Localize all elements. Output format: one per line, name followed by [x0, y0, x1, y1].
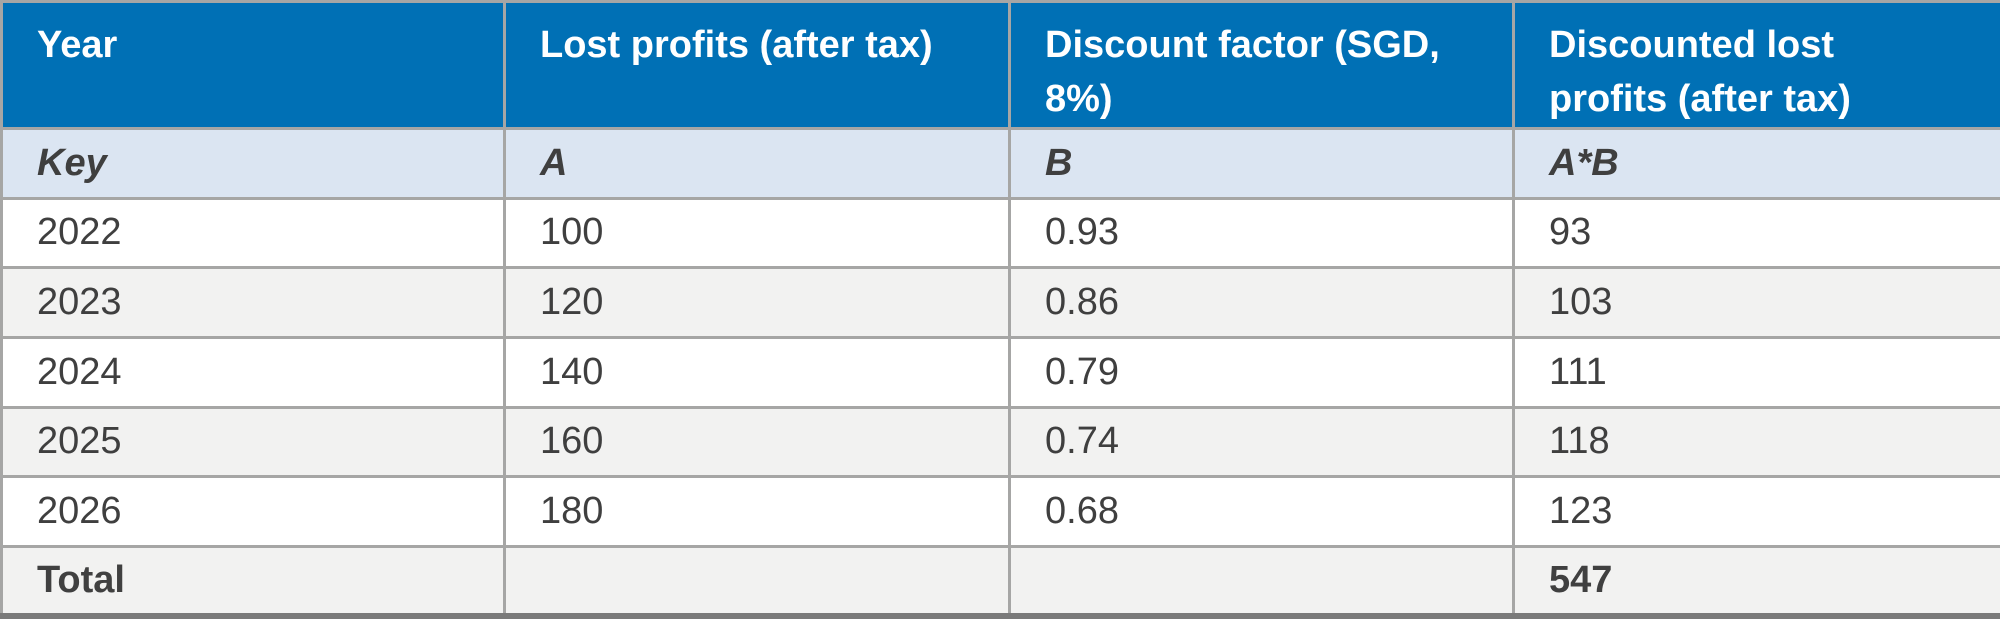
column-header-year: Year	[0, 0, 506, 130]
discount-factor-cell: 0.79	[1008, 335, 1515, 409]
total-label-cell: Total	[0, 544, 506, 619]
total-lost-profits-cell	[503, 544, 1011, 619]
key-ab-cell: A*B	[1512, 127, 2000, 200]
lost-profits-cell: 100	[503, 196, 1011, 270]
lost-profits-cell: 160	[503, 405, 1011, 479]
table-row-2022: 2022 100 0.93 93	[0, 196, 2000, 270]
lost-profits-cell: 140	[503, 335, 1011, 409]
column-header-discounted-lost-profits: Discounted lost profits (after tax)	[1512, 0, 2000, 130]
key-b-cell: B	[1008, 127, 1515, 200]
discount-factor-cell: 0.74	[1008, 405, 1515, 479]
discounted-cell: 93	[1512, 196, 2000, 270]
year-cell: 2026	[0, 475, 506, 548]
year-cell: 2022	[0, 196, 506, 270]
discount-factor-cell: 0.93	[1008, 196, 1515, 270]
year-cell: 2025	[0, 405, 506, 479]
table-row-2026: 2026 180 0.68 123	[0, 475, 2000, 548]
table-row-2025: 2025 160 0.74 118	[0, 405, 2000, 479]
key-row: Key A B A*B	[0, 127, 2000, 200]
header-row: Year Lost profits (after tax) Discount f…	[0, 0, 2000, 130]
column-header-lost-profits: Lost profits (after tax)	[503, 0, 1011, 130]
discounted-cell: 111	[1512, 335, 2000, 409]
table-row-2023: 2023 120 0.86 103	[0, 266, 2000, 339]
column-header-discount-factor: Discount factor (SGD, 8%)	[1008, 0, 1515, 130]
year-cell: 2024	[0, 335, 506, 409]
key-label-cell: Key	[0, 127, 506, 200]
total-discount-factor-cell	[1008, 544, 1515, 619]
key-a-cell: A	[503, 127, 1011, 200]
lost-profits-cell: 120	[503, 266, 1011, 339]
table-row-2024: 2024 140 0.79 111	[0, 335, 2000, 409]
discount-factor-cell: 0.86	[1008, 266, 1515, 339]
year-cell: 2023	[0, 266, 506, 339]
discounted-cell: 118	[1512, 405, 2000, 479]
discount-factor-cell: 0.68	[1008, 475, 1515, 548]
discounted-cell: 123	[1512, 475, 2000, 548]
total-discounted-cell: 547	[1512, 544, 2000, 619]
discounted-cell: 103	[1512, 266, 2000, 339]
total-row: Total 547	[0, 544, 2000, 619]
lost-profits-cell: 180	[503, 475, 1011, 548]
